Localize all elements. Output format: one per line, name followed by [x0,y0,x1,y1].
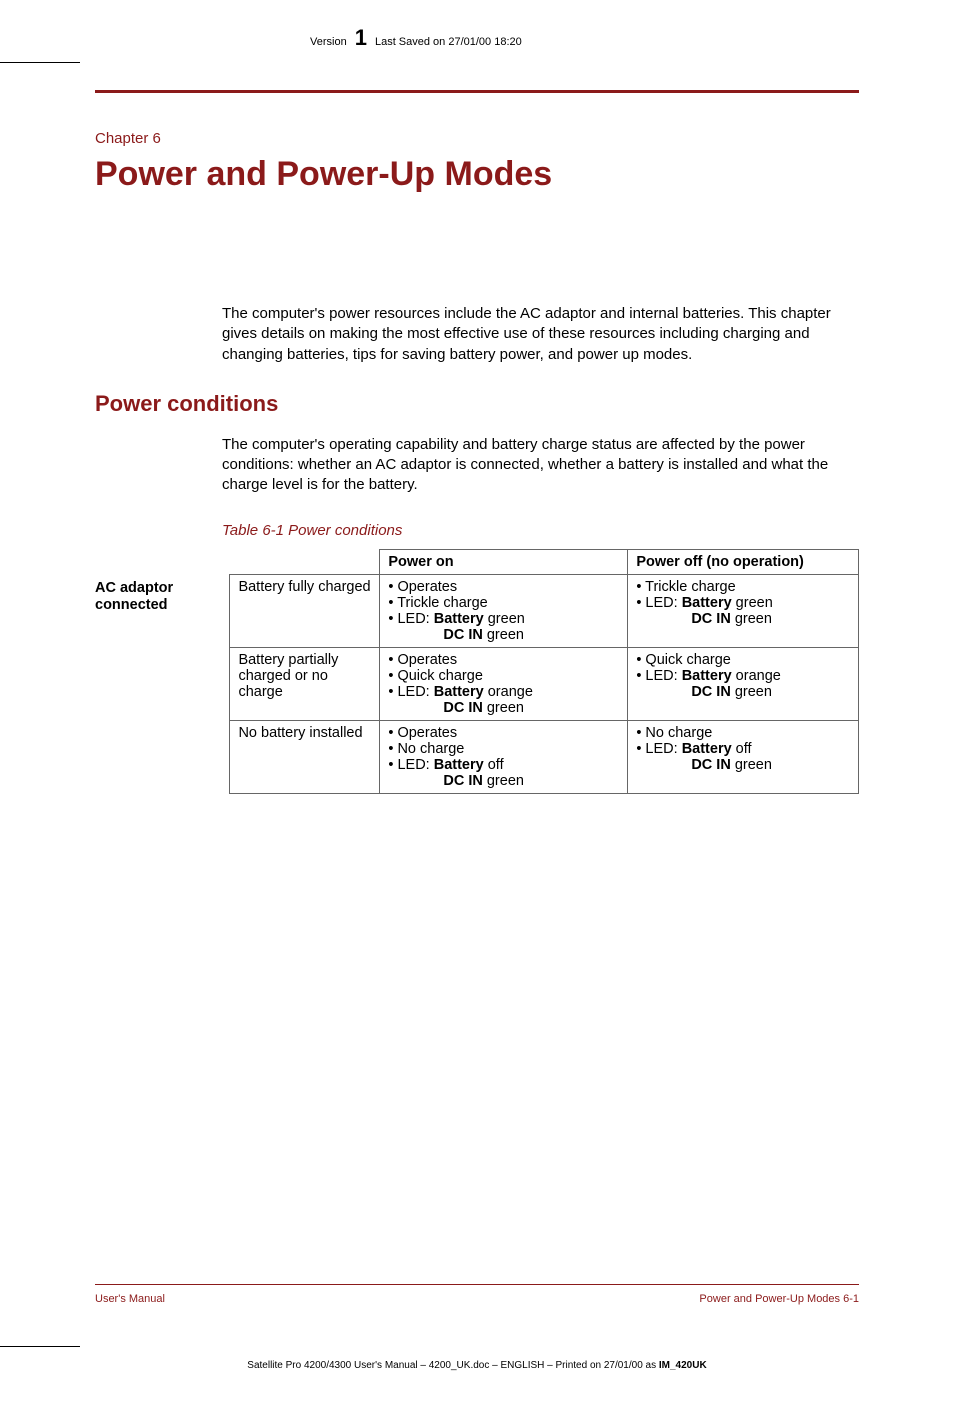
row-group-label: AC adaptor connected [95,574,230,793]
cell-line: DC IN green [636,684,850,700]
battery-state-cell: Battery fully charged [230,574,380,647]
cell-line: • Operates [388,725,619,741]
led-color: green [732,595,773,611]
led-name: DC IN [443,700,482,716]
section-heading: Power conditions [95,391,859,417]
led-name: DC IN [691,757,730,773]
cell-line: DC IN green [388,627,619,643]
power-off-cell: • No charge • LED: Battery off DC IN gre… [628,720,859,793]
led-name: Battery [434,684,484,700]
footer-rule [95,1284,859,1285]
cell-line: • Operates [388,579,619,595]
led-color: green [731,611,772,627]
power-off-cell: • Quick charge • LED: Battery orange DC … [628,647,859,720]
empty-header-cell [230,549,380,574]
cell-line: • No charge [388,741,619,757]
power-off-cell: • Trickle charge • LED: Battery green DC… [628,574,859,647]
col-header-power-off: Power off (no operation) [628,549,859,574]
led-name: DC IN [691,684,730,700]
cell-line: • Quick charge [388,668,619,684]
cell-line: • Operates [388,652,619,668]
footer-meta: Satellite Pro 4200/4300 User's Manual – … [0,1360,954,1371]
led-color: off [484,757,504,773]
col-header-power-on: Power on [380,549,628,574]
led-prefix: • LED: [636,668,681,684]
cell-line: • LED: Battery orange [636,668,850,684]
power-on-cell: • Operates • Quick charge • LED: Battery… [380,647,628,720]
cell-line: • LED: Battery green [636,595,850,611]
led-color: green [483,627,524,643]
crop-mark-bottom [0,1346,80,1347]
led-color: green [731,684,772,700]
led-name: Battery [682,668,732,684]
table-caption: Table 6-1 Power conditions [222,522,859,539]
cell-line: • LED: Battery orange [388,684,619,700]
led-name: DC IN [443,627,482,643]
page-content: Chapter 6 Power and Power-Up Modes The c… [95,130,859,794]
led-color: green [484,611,525,627]
cell-line: • Quick charge [636,652,850,668]
led-name: Battery [682,595,732,611]
led-color: green [731,757,772,773]
led-color: orange [732,668,781,684]
led-color: off [732,741,752,757]
empty-header-cell [95,549,230,574]
footer-meta-code: IM_420UK [659,1360,707,1371]
chapter-title: Power and Power-Up Modes [95,155,859,194]
table-header-row: Power on Power off (no operation) [95,549,859,574]
cell-line: • LED: Battery off [636,741,850,757]
header-rule [95,90,859,93]
cell-line: DC IN green [388,700,619,716]
battery-state-cell: Battery partially charged or no charge [230,647,380,720]
version-number: 1 [355,25,367,51]
led-color: green [483,773,524,789]
led-name: DC IN [691,611,730,627]
footer-left: User's Manual [95,1293,165,1305]
power-on-cell: • Operates • Trickle charge • LED: Batte… [380,574,628,647]
cell-line: DC IN green [636,611,850,627]
led-prefix: • LED: [388,684,433,700]
led-name: Battery [682,741,732,757]
footer-meta-text: Satellite Pro 4200/4300 User's Manual – … [247,1360,659,1371]
footer-right: Power and Power-Up Modes 6-1 [699,1293,859,1305]
led-name: Battery [434,757,484,773]
led-color: green [483,700,524,716]
led-prefix: • LED: [636,741,681,757]
led-color: orange [484,684,533,700]
chapter-label: Chapter 6 [95,130,859,147]
cell-line: • LED: Battery green [388,611,619,627]
power-on-cell: • Operates • No charge • LED: Battery of… [380,720,628,793]
cell-line: • Trickle charge [636,579,850,595]
version-label: Version [310,36,347,48]
cell-line: DC IN green [636,757,850,773]
power-conditions-table: Power on Power off (no operation) AC ada… [95,549,859,794]
led-name: DC IN [443,773,482,789]
cell-line: • Trickle charge [388,595,619,611]
led-name: Battery [434,611,484,627]
crop-mark-top [0,62,80,63]
table-row: AC adaptor connected Battery fully charg… [95,574,859,647]
cell-line: • No charge [636,725,850,741]
page-header: Version 1 Last Saved on 27/01/00 18:20 [310,25,522,51]
battery-state-cell: No battery installed [230,720,380,793]
last-saved-text: Last Saved on 27/01/00 18:20 [375,36,522,48]
led-prefix: • LED: [388,757,433,773]
led-prefix: • LED: [636,595,681,611]
cell-line: DC IN green [388,773,619,789]
intro-paragraph: The computer's power resources include t… [222,304,859,365]
section-paragraph: The computer's operating capability and … [222,435,859,496]
led-prefix: • LED: [388,611,433,627]
cell-line: • LED: Battery off [388,757,619,773]
